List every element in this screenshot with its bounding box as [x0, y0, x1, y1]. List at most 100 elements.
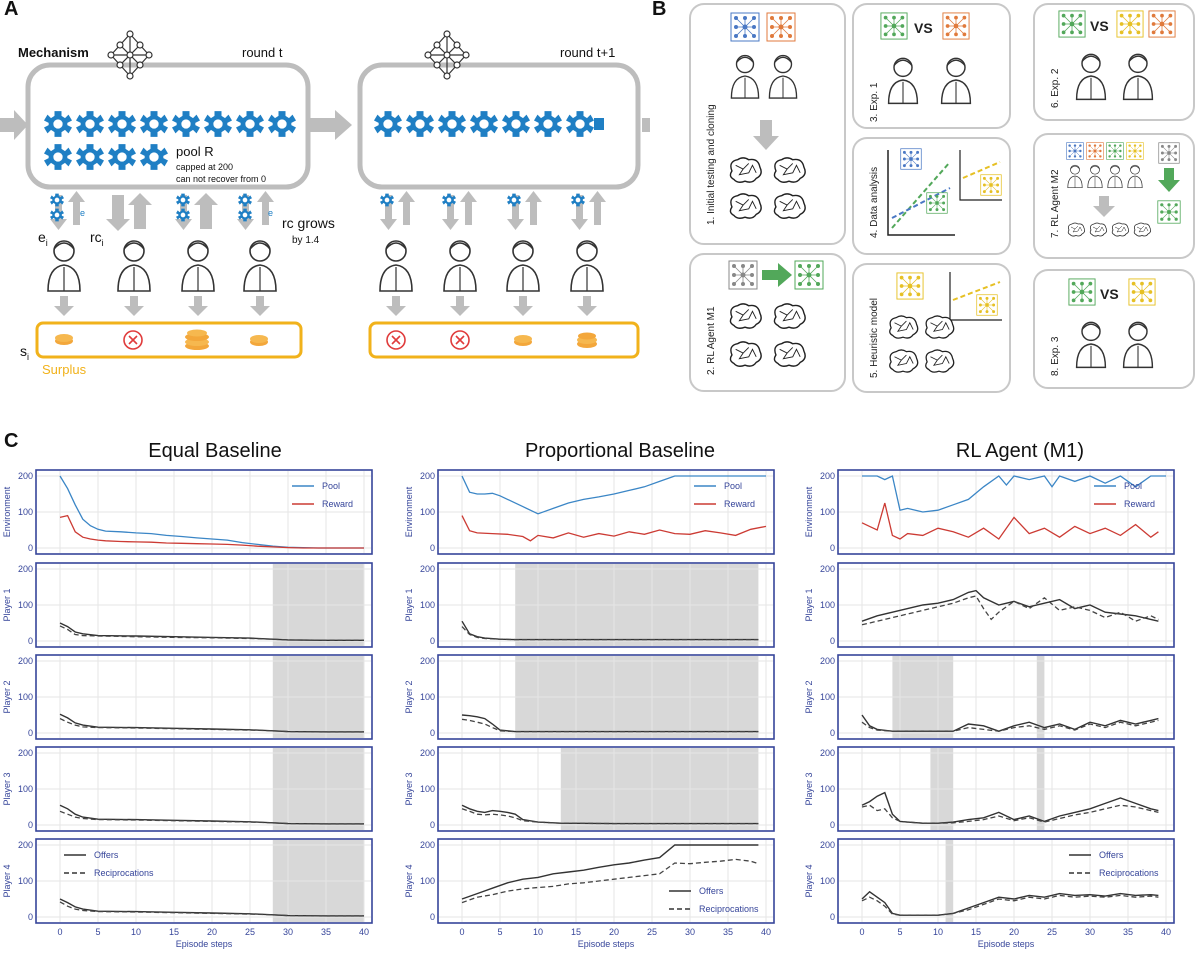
y-tick-label: 200	[820, 656, 835, 666]
brain-icon	[1133, 222, 1152, 237]
s-i-label: si	[20, 343, 29, 362]
series-line-reciprocations	[461, 626, 759, 641]
y-tick-label: 200	[420, 748, 435, 758]
x-tick-label: 40	[359, 927, 369, 937]
legend-label: Offers	[1099, 850, 1124, 860]
surplus-arrows-round-t1	[386, 296, 597, 316]
brain-icon	[925, 315, 955, 339]
panel-a-mechanism-diagram: Mechanism round t pool R capped at 200 c…	[0, 30, 650, 377]
y-tick-label: 100	[18, 600, 33, 610]
series-line-reciprocations	[861, 804, 1159, 824]
chart-frame	[437, 469, 775, 555]
grid-icon-green	[794, 260, 824, 290]
shaded-region	[892, 656, 954, 738]
y-tick-label: 0	[430, 912, 435, 922]
column-title-proportional: Proportional Baseline	[524, 440, 716, 462]
legend-label: Pool	[724, 481, 742, 491]
flow-arrow	[310, 110, 352, 140]
vs-label: VS	[1100, 286, 1119, 302]
y-tick-label: 0	[830, 728, 835, 738]
row-label: Player 3	[404, 772, 414, 805]
chart-frame	[35, 838, 373, 924]
legend-label: Reciprocations	[699, 904, 759, 914]
brain-icon	[729, 193, 762, 219]
y-tick-label: 200	[820, 564, 835, 574]
x-tick-label: 30	[283, 927, 293, 937]
cross-icon	[450, 330, 470, 350]
brain-icon	[889, 349, 919, 373]
brain-icon	[729, 341, 762, 367]
grid-icon-blue	[1066, 142, 1084, 160]
series-line-offers	[861, 714, 1159, 732]
chart-frame	[437, 838, 775, 924]
surplus-box-round-t	[35, 321, 303, 359]
series-line-reciprocations	[461, 858, 759, 904]
series-line-offers	[59, 622, 364, 641]
grid-icon-yellow	[976, 294, 998, 316]
chart-frame	[35, 654, 373, 740]
y-tick-label: 0	[830, 543, 835, 553]
chart-frame	[437, 562, 775, 648]
y-tick-label: 0	[28, 543, 33, 553]
row-label: Player 4	[404, 864, 414, 897]
chart-frame	[837, 469, 1175, 555]
pool-label: pool R	[176, 144, 214, 159]
brain-icon	[1067, 222, 1086, 237]
series-line-pool	[461, 475, 766, 515]
row-label: Environment	[404, 486, 414, 537]
y-tick-label: 200	[420, 471, 435, 481]
x-tick-label: 35	[1123, 927, 1133, 937]
brain-icon	[925, 349, 955, 373]
y-tick-label: 0	[430, 636, 435, 646]
panel-c-letter: C	[4, 430, 19, 452]
y-tick-label: 200	[420, 840, 435, 850]
brain-icon	[773, 341, 806, 367]
y-tick-label: 100	[420, 692, 435, 702]
y-tick-label: 100	[18, 692, 33, 702]
grid-icon-green	[1157, 200, 1181, 224]
player-3-avatar	[181, 240, 215, 292]
y-tick-label: 100	[420, 600, 435, 610]
round-t1-label: round t+1	[560, 45, 615, 60]
pool-gears-round-t1	[374, 111, 604, 137]
y-tick-label: 0	[28, 912, 33, 922]
series-line-pool	[59, 475, 364, 549]
coin-stack-icon	[577, 332, 597, 348]
brain-icon	[773, 193, 806, 219]
x-tick-label: 30	[685, 927, 695, 937]
x-tick-label: 5	[897, 927, 902, 937]
y-tick-label: 0	[430, 820, 435, 830]
row-label: Player 1	[804, 588, 814, 621]
y-tick-label: 0	[430, 543, 435, 553]
y-tick-label: 0	[830, 636, 835, 646]
x-tick-label: 15	[169, 927, 179, 937]
x-tick-label: 40	[761, 927, 771, 937]
x-tick-label: 10	[933, 927, 943, 937]
row-label: Player 1	[404, 588, 414, 621]
legend-label: Offers	[699, 886, 724, 896]
series-line-offers	[59, 898, 364, 917]
row-label: Player 2	[404, 680, 414, 713]
series-line-offers	[861, 890, 1159, 916]
right-arrow-green	[762, 263, 792, 287]
series-line-offers	[461, 844, 759, 900]
chart-frame	[437, 746, 775, 832]
e-i-label: ei	[38, 229, 48, 248]
down-arrow-green	[1158, 168, 1180, 192]
legend-label: Reward	[1124, 499, 1155, 509]
column-title-rl-agent: RL Agent (M1)	[955, 440, 1085, 462]
chart-frame	[35, 562, 373, 648]
data-analysis-plot-icon	[887, 150, 1002, 236]
grid-icon-gray	[1158, 142, 1180, 164]
legend-label: Pool	[322, 481, 340, 491]
rc-grows-factor: by 1.4	[292, 235, 320, 246]
series-line-reciprocations	[461, 808, 759, 825]
series-line-offers	[59, 804, 364, 825]
legend-label: Reciprocations	[1099, 868, 1159, 878]
y-tick-label: 100	[820, 600, 835, 610]
x-tick-label: 35	[321, 927, 331, 937]
legend-label: Offers	[94, 850, 119, 860]
y-tick-label: 200	[420, 656, 435, 666]
y-tick-label: 0	[28, 820, 33, 830]
shaded-region	[560, 748, 759, 830]
